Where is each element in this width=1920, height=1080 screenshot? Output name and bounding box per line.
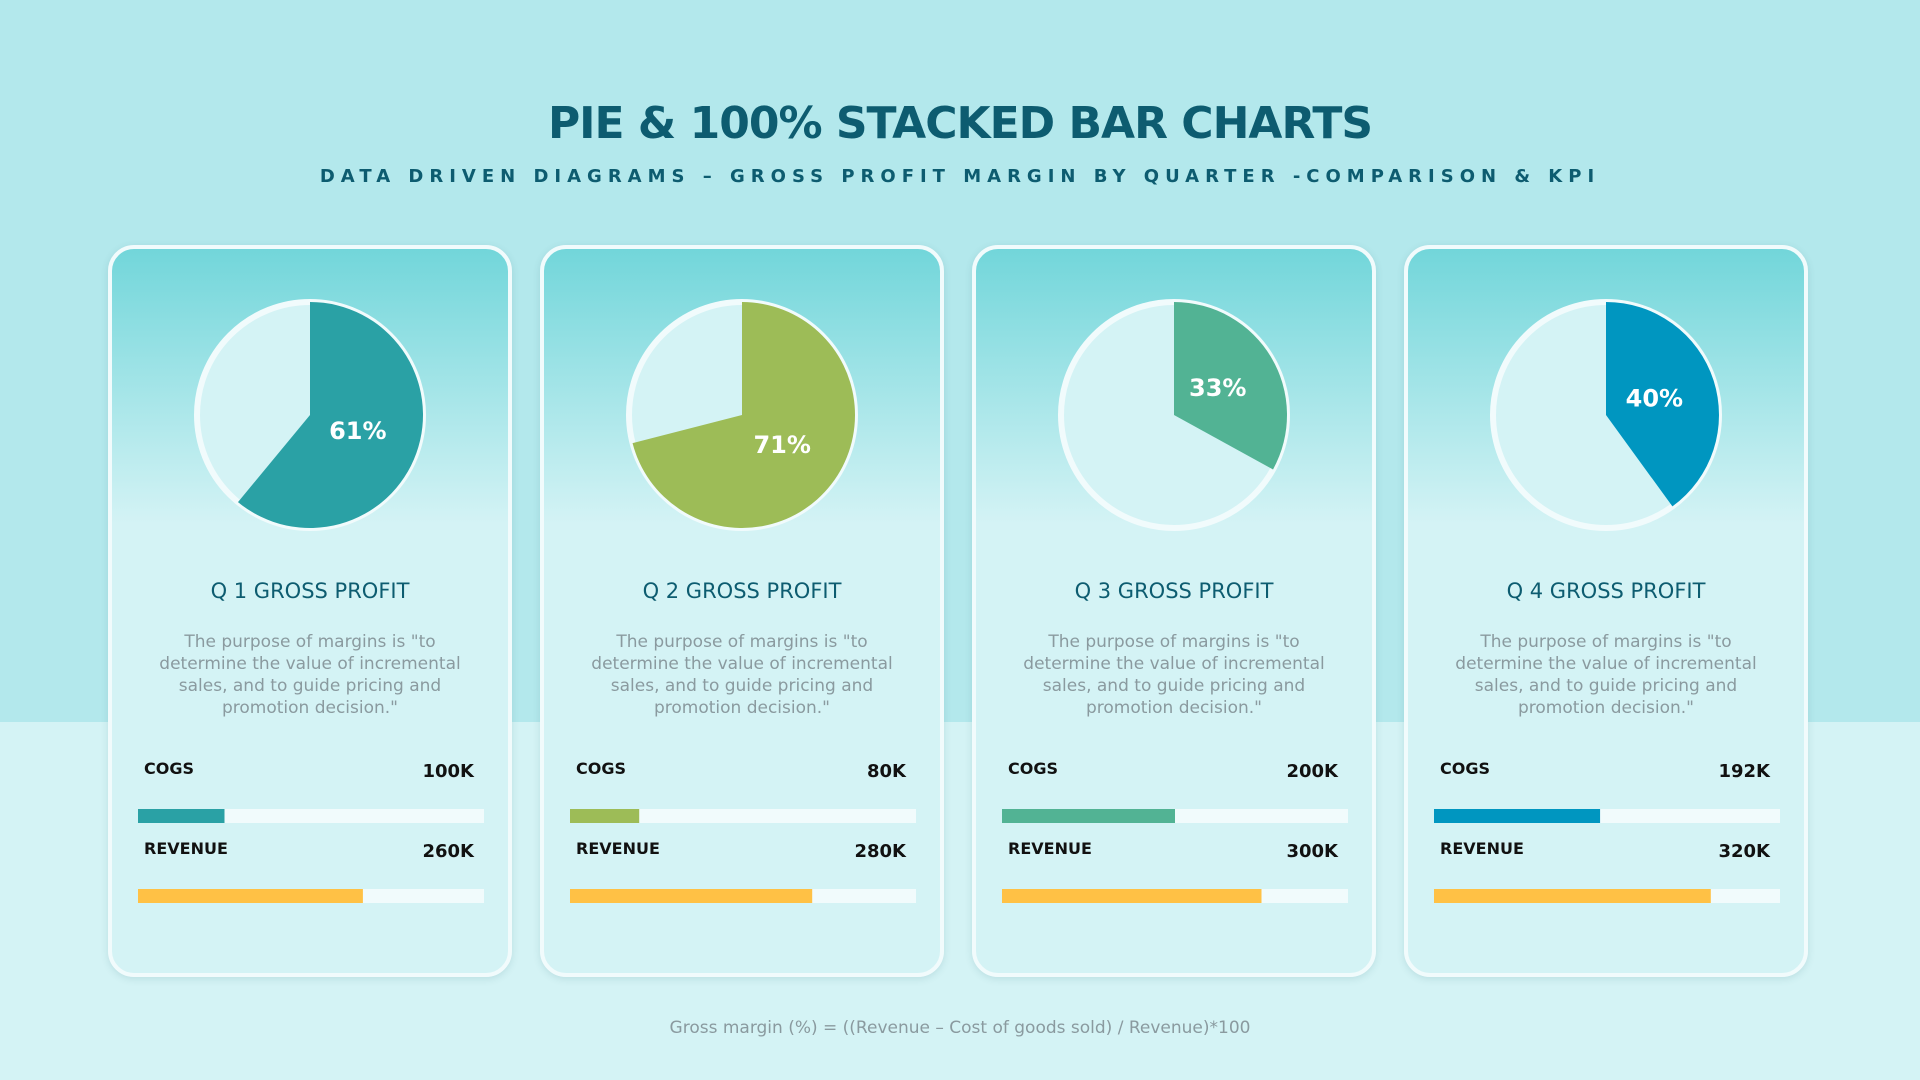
- card-description: The purpose of margins is "to determine …: [159, 632, 461, 718]
- bar-value: 80K: [867, 761, 907, 782]
- card-title: Q 4 GROSS PROFIT: [1506, 579, 1706, 603]
- bar-value: 320K: [1718, 841, 1771, 862]
- footnote: Gross margin (%) = ((Revenue – Cost of g…: [669, 1018, 1251, 1038]
- bar-track: [570, 809, 916, 823]
- card-graphics: 61% COGS 100K REVENUE 260K: [138, 299, 484, 903]
- bar: [138, 809, 225, 823]
- card-description: The purpose of margins is "to determine …: [1023, 632, 1325, 718]
- pie-slice: [1606, 302, 1719, 507]
- bar-value: 300K: [1286, 841, 1339, 862]
- card: 33% COGS 200K REVENUE 300K Q 3 GROSS PROFIT Th…: [972, 245, 1376, 977]
- bar-label: REVENUE: [144, 839, 228, 858]
- card-graphics: 71% COGS 80K REVENUE 280K: [570, 299, 916, 903]
- card-title: Q 2 GROSS PROFIT: [642, 579, 842, 603]
- bar: [138, 889, 363, 903]
- pie-slice: [632, 302, 855, 528]
- card-title: Q 3 GROSS PROFIT: [1074, 579, 1274, 603]
- page-title: PIE & 100% STACKED BAR CHARTS: [547, 98, 1373, 149]
- bar-value: 192K: [1718, 761, 1771, 782]
- bar: [1434, 889, 1711, 903]
- card: 61% COGS 100K REVENUE 260K Q 1 GROSS PROFIT Th…: [108, 245, 512, 977]
- bar: [570, 809, 640, 823]
- bar: [1002, 809, 1175, 823]
- pie-label: 71%: [753, 431, 810, 459]
- card-description: The purpose of margins is "to determine …: [1455, 632, 1757, 718]
- bar-label: COGS: [576, 759, 626, 778]
- bar: [1434, 809, 1601, 823]
- bar-value: 280K: [854, 841, 907, 862]
- bar-value: 260K: [422, 841, 475, 862]
- bar-label: REVENUE: [1008, 839, 1092, 858]
- card-graphics: 33% COGS 200K REVENUE 300K: [1002, 299, 1348, 903]
- bar-label: REVENUE: [1440, 839, 1524, 858]
- bar-label: COGS: [1008, 759, 1058, 778]
- card-title: Q 1 GROSS PROFIT: [210, 579, 410, 603]
- page-subtitle: DATA DRIVEN DIAGRAMS – GROSS PROFIT MARG…: [319, 166, 1601, 187]
- bar-label: REVENUE: [576, 839, 660, 858]
- bar-value: 100K: [422, 761, 475, 782]
- bar-label: COGS: [144, 759, 194, 778]
- pie-slice: [1174, 302, 1287, 470]
- pie-slice: [237, 302, 423, 528]
- pie-label: 40%: [1626, 384, 1683, 412]
- pie-label: 33%: [1189, 374, 1246, 402]
- card-graphics: 40% COGS 192K REVENUE 320K: [1434, 299, 1780, 903]
- bar: [1002, 889, 1262, 903]
- pie-label: 61%: [329, 417, 386, 445]
- card: 71% COGS 80K REVENUE 280K Q 2 GROSS PROFIT The…: [540, 245, 944, 977]
- bar: [570, 889, 813, 903]
- bar-value: 200K: [1286, 761, 1339, 782]
- card-description: The purpose of margins is "to determine …: [591, 632, 893, 718]
- bar-label: COGS: [1440, 759, 1490, 778]
- card: 40% COGS 192K REVENUE 320K Q 4 GROSS PROFIT Th…: [1404, 245, 1808, 977]
